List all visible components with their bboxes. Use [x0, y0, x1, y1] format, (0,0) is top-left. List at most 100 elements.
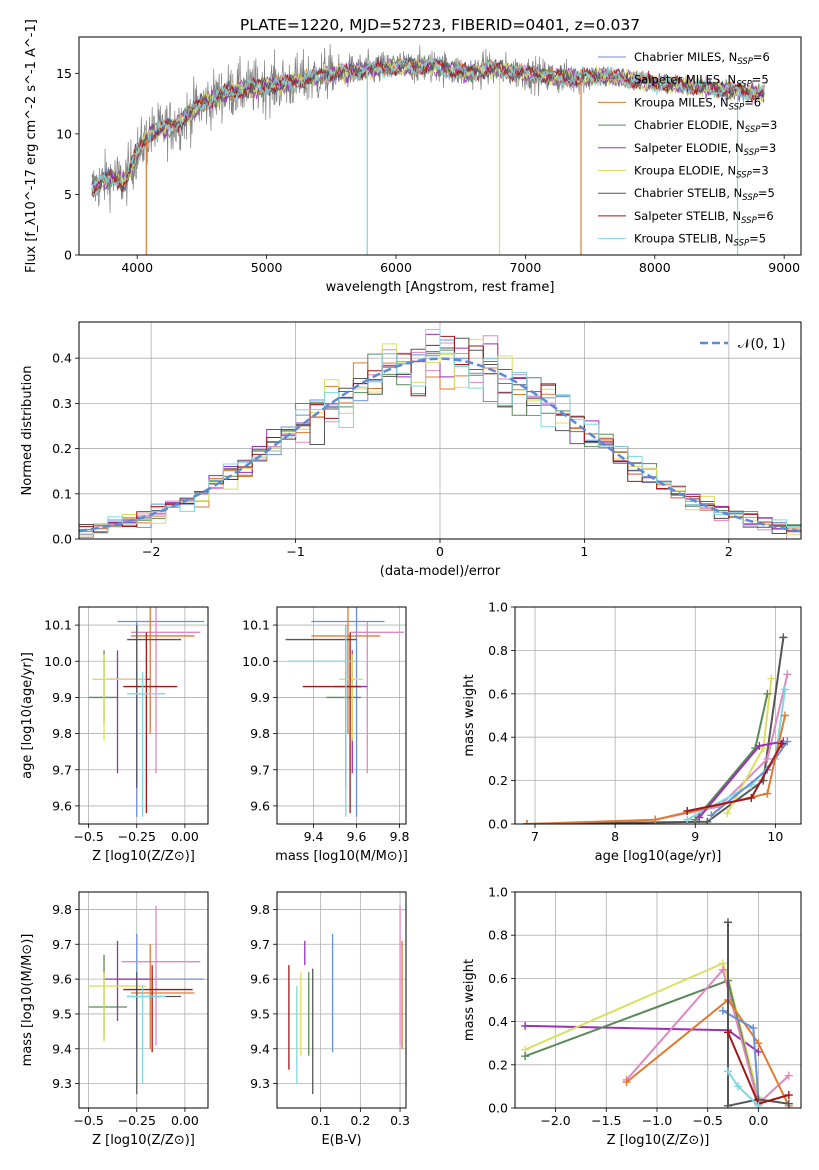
y-tick-label: 9.7: [250, 937, 270, 952]
legend-label: Chabrier ELODIE, NSSP=3: [634, 118, 777, 135]
x-axis-label: E(B-V): [321, 1133, 361, 1148]
x-axis-label: Z [log10(Z/Z⊙)]: [607, 1133, 710, 1148]
spectrum-plot-area: [91, 44, 765, 255]
age-vs-mass-frame: [276, 606, 407, 825]
x-tick-label: 6000: [380, 260, 412, 275]
x-tick-label: −1.0: [642, 1113, 672, 1128]
weight-line-salpeter-miles: [625, 967, 790, 1106]
y-tick-label: 0.0: [488, 1101, 508, 1116]
legend-label-suffix: =5: [749, 232, 766, 246]
legend-label: Kroupa STELIB, NSSP=5: [634, 232, 766, 249]
x-axis-label: (data-model)/error: [380, 564, 501, 579]
y-tick-label: 9.7: [52, 762, 72, 777]
spectrum-model-kroupa-stelib: [91, 58, 765, 192]
legend-label-main: Chabrier STELIB, N: [634, 186, 742, 200]
weight-marker: [784, 1091, 793, 1100]
x-tick-label: −0.25: [118, 829, 156, 844]
legend-label: Kroupa MILES, NSSP=6: [634, 95, 761, 112]
weight-marker: [521, 1021, 530, 1030]
legend-label: Kroupa ELODIE, NSSP=3: [634, 164, 769, 181]
legend-label-suffix: =6: [753, 50, 770, 64]
weight-marker: [767, 674, 776, 683]
figure-title: PLATE=1220, MJD=52723, FIBERID=0401, z=0…: [240, 16, 640, 34]
weight-vs-Z-frame: [514, 891, 802, 1109]
x-axis-label: Z [log10(Z/Z⊙)]: [92, 849, 195, 864]
weight-marker: [723, 918, 732, 927]
spectrum-frame: [78, 36, 802, 256]
weight-marker: [521, 1052, 530, 1061]
x-tick-label: 0.00: [171, 829, 199, 844]
y-tick-label: 10.0: [44, 654, 72, 669]
x-tick-label: 9.4: [304, 829, 324, 844]
y-tick-label: 5: [64, 187, 72, 202]
y-tick-label: 10: [56, 126, 72, 141]
weight-marker: [754, 1101, 763, 1108]
x-tick-label: 9.6: [347, 829, 367, 844]
y-axis-label: mass weight: [462, 959, 477, 1041]
weight-marker: [777, 739, 786, 748]
weight-marker: [683, 806, 692, 815]
y-tick-label: 9.9: [250, 690, 270, 705]
y-tick-label: 0.4: [488, 730, 508, 745]
legend-label-suffix: =3: [760, 118, 777, 132]
weight-marker: [718, 1006, 727, 1015]
legend-label-main: Salpeter STELIB, N: [634, 209, 741, 223]
x-tick-label: 0.2: [350, 1113, 370, 1128]
y-tick-label: 0.6: [488, 971, 508, 986]
y-tick-label: 15: [56, 66, 72, 81]
y-tick-label: 9.8: [52, 726, 72, 741]
y-tick-label: 0.0: [488, 817, 508, 832]
y-axis-label: mass [log10(M/M⊙)]: [20, 934, 35, 1067]
legend-label-sub: SSP: [742, 193, 758, 203]
histogram-kroupa-stelib: [79, 329, 801, 539]
y-axis-label: Flux [f_λ10^-17 erg cm^-2 s^-1 A^-1]: [24, 19, 39, 273]
y-tick-label: 9.3: [250, 1076, 270, 1091]
y-tick-label: 0.1: [52, 486, 72, 501]
weight-line-chabrier-stelib: [727, 922, 789, 1108]
normal-curve: [79, 357, 801, 533]
y-tick-label: 9.8: [250, 726, 270, 741]
x-tick-label: −2: [142, 544, 160, 559]
weight-marker: [683, 815, 692, 824]
weight-marker: [703, 817, 712, 824]
legend-label-suffix: =6: [744, 95, 761, 109]
x-tick-label: 9: [691, 829, 699, 844]
legend-label-suffix: =5: [758, 186, 775, 200]
x-tick-label: 0.3: [390, 1113, 410, 1128]
y-tick-label: 9.4: [250, 1041, 270, 1056]
legend-label-sub: SSP: [736, 171, 752, 181]
weight-marker: [651, 815, 660, 824]
x-tick-label: 4000: [121, 260, 153, 275]
legend-label-sub: SSP: [734, 239, 750, 249]
y-tick-label: 0.0: [52, 532, 72, 547]
x-tick-label: 0.0: [748, 1113, 768, 1128]
x-axis-label: mass [log10(M/M⊙)]: [275, 849, 408, 864]
x-tick-label: 10: [767, 829, 783, 844]
x-tick-label: 9000: [768, 260, 800, 275]
legend-label-main: Chabrier MILES, N: [634, 50, 737, 64]
weight-marker: [723, 1067, 732, 1076]
normal-legend-label: 𝒩(0, 1): [738, 337, 785, 352]
y-tick-label: 9.8: [250, 902, 270, 917]
spectrum-model-salpeter-stelib: [91, 57, 765, 195]
weight-vs-age-plot-area: [523, 633, 792, 824]
mass-vs-Z-axes: −0.5 −0.25 0.00 9.3 9.4 9.5 9.6 9.7 9.8 Z [log10(…: [20, 891, 209, 1148]
weight-marker: [747, 793, 756, 802]
y-tick-label: 0.2: [488, 773, 508, 788]
legend-label-sub: SSP: [737, 57, 753, 67]
weight-marker: [523, 820, 532, 824]
x-tick-label: −2.0: [540, 1113, 570, 1128]
y-tick-label: 0.2: [52, 441, 72, 456]
weight-marker: [707, 811, 716, 820]
x-tick-label: −0.5: [73, 829, 103, 844]
y-tick-label: 10.1: [44, 618, 72, 633]
legend-label-sub: SSP: [744, 148, 760, 158]
x-tick-label: 7: [531, 829, 539, 844]
legend-label-suffix: =5: [752, 73, 769, 87]
legend-label-sub: SSP: [729, 102, 745, 112]
y-tick-label: 0: [64, 248, 72, 263]
x-tick-label: −1: [286, 544, 304, 559]
legend-label-main: Kroupa STELIB, N: [634, 232, 734, 246]
y-tick-label: 9.7: [52, 937, 72, 952]
weight-marker: [718, 965, 727, 974]
